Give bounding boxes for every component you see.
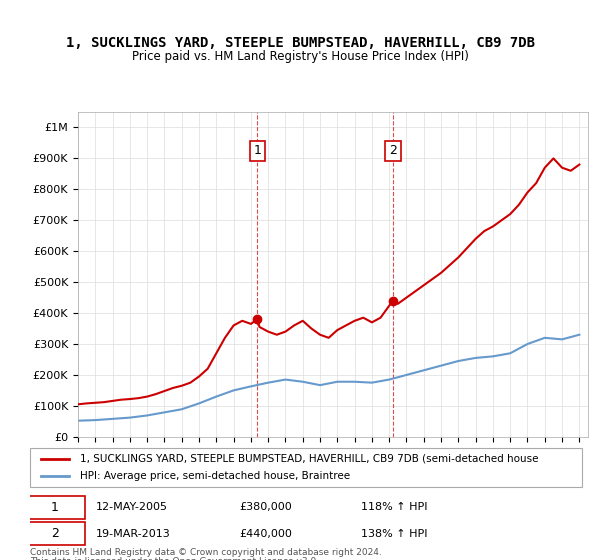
Text: 2: 2 [51, 527, 59, 540]
Text: 19-MAR-2013: 19-MAR-2013 [96, 529, 171, 539]
Text: 118% ↑ HPI: 118% ↑ HPI [361, 502, 428, 512]
Text: This data is licensed under the Open Government Licence v3.0.: This data is licensed under the Open Gov… [30, 557, 319, 560]
Text: 1, SUCKLINGS YARD, STEEPLE BUMPSTEAD, HAVERHILL, CB9 7DB: 1, SUCKLINGS YARD, STEEPLE BUMPSTEAD, HA… [65, 36, 535, 50]
FancyBboxPatch shape [25, 522, 85, 545]
Text: HPI: Average price, semi-detached house, Braintree: HPI: Average price, semi-detached house,… [80, 471, 350, 481]
Text: 1, SUCKLINGS YARD, STEEPLE BUMPSTEAD, HAVERHILL, CB9 7DB (semi-detached house: 1, SUCKLINGS YARD, STEEPLE BUMPSTEAD, HA… [80, 454, 538, 464]
FancyBboxPatch shape [30, 448, 582, 487]
FancyBboxPatch shape [25, 496, 85, 519]
Text: £440,000: £440,000 [240, 529, 293, 539]
Text: 138% ↑ HPI: 138% ↑ HPI [361, 529, 428, 539]
Text: Contains HM Land Registry data © Crown copyright and database right 2024.: Contains HM Land Registry data © Crown c… [30, 548, 382, 557]
Text: 1: 1 [253, 144, 261, 157]
Text: 1: 1 [51, 501, 59, 514]
Text: Price paid vs. HM Land Registry's House Price Index (HPI): Price paid vs. HM Land Registry's House … [131, 50, 469, 63]
Text: 2: 2 [389, 144, 397, 157]
Text: 12-MAY-2005: 12-MAY-2005 [96, 502, 168, 512]
Text: £380,000: £380,000 [240, 502, 293, 512]
